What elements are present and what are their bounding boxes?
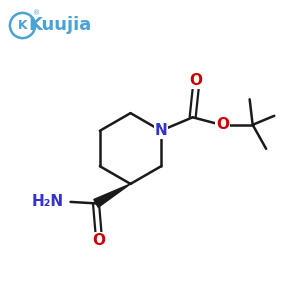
Text: H₂N: H₂N [32, 194, 64, 209]
Polygon shape [94, 184, 130, 207]
Text: K: K [18, 19, 27, 32]
Text: O: O [92, 233, 105, 248]
Text: ®: ® [33, 11, 40, 16]
Text: O: O [189, 73, 202, 88]
Text: Kuujia: Kuujia [28, 16, 92, 34]
Text: N: N [155, 123, 167, 138]
Text: O: O [216, 117, 229, 132]
